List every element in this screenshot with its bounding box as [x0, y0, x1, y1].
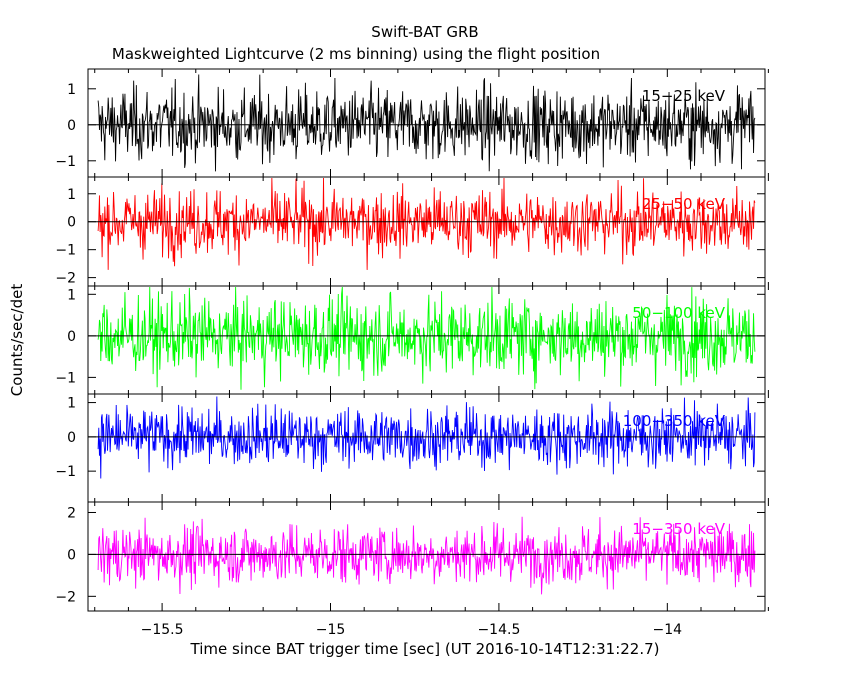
y-tick-label: −1: [55, 243, 76, 259]
panel-frame: [87, 501, 766, 612]
series-line: [97, 396, 756, 479]
panel-4: 1 0 −1 100−350 keV: [55, 393, 769, 503]
y-axis-label: Counts/sec/det: [8, 284, 26, 397]
chart-subtitle: Maskweighted Lightcurve (2 ms binning) u…: [112, 45, 600, 63]
y-tick-label: −1: [55, 154, 76, 170]
y-tick-label: 2: [67, 505, 76, 521]
panel-1: 1 0 −1 15−25 keV: [55, 68, 769, 178]
y-tick-label: 1: [67, 287, 76, 303]
y-tick-label: −1: [55, 370, 76, 386]
band-label: 15−25 keV: [642, 87, 726, 105]
panel-2: 1 0 −1 −2 25−50 keV: [55, 176, 769, 287]
x-tick-label: −14.5: [477, 622, 520, 638]
band-label: 15−350 keV: [632, 520, 725, 538]
y-tick-label: 0: [67, 118, 76, 134]
y-tick-label: −1: [55, 464, 76, 480]
panel-3: 1 0 −1 50−100 keV: [55, 285, 769, 395]
band-label: 50−100 keV: [632, 304, 725, 322]
series-line: [97, 74, 756, 172]
y-tick-label: −2: [55, 271, 76, 287]
y-tick-label: 1: [67, 187, 76, 203]
y-tick-label: −2: [55, 589, 76, 605]
y-tick-label: 0: [67, 547, 76, 563]
series-line: [97, 286, 756, 390]
panel-frame: [87, 393, 766, 503]
y-tick-label: 0: [67, 329, 76, 345]
x-axis-label: Time since BAT trigger time [sec] (UT 20…: [190, 640, 660, 658]
chart-title: Swift-BAT GRB: [371, 23, 478, 41]
series-line: [97, 177, 756, 270]
series-line: [97, 516, 756, 595]
x-tick-label: −15: [316, 622, 346, 638]
y-tick-label: 1: [67, 396, 76, 412]
band-label: 25−50 keV: [642, 195, 726, 213]
x-tick-label: −14: [653, 622, 683, 638]
band-label: 100−350 keV: [623, 412, 726, 430]
x-tick-label: −15.5: [141, 622, 184, 638]
y-tick-label: 1: [67, 82, 76, 98]
y-tick-label: 0: [67, 215, 76, 231]
panel-5: 2 0 −2 15−350 keV: [55, 501, 769, 612]
y-tick-label: 0: [67, 430, 76, 446]
panels-group: 1 0 −1 15−25 keV 1 0 −1 −2 25−50 keV 1 0 −1 50−100 k…: [55, 68, 769, 638]
